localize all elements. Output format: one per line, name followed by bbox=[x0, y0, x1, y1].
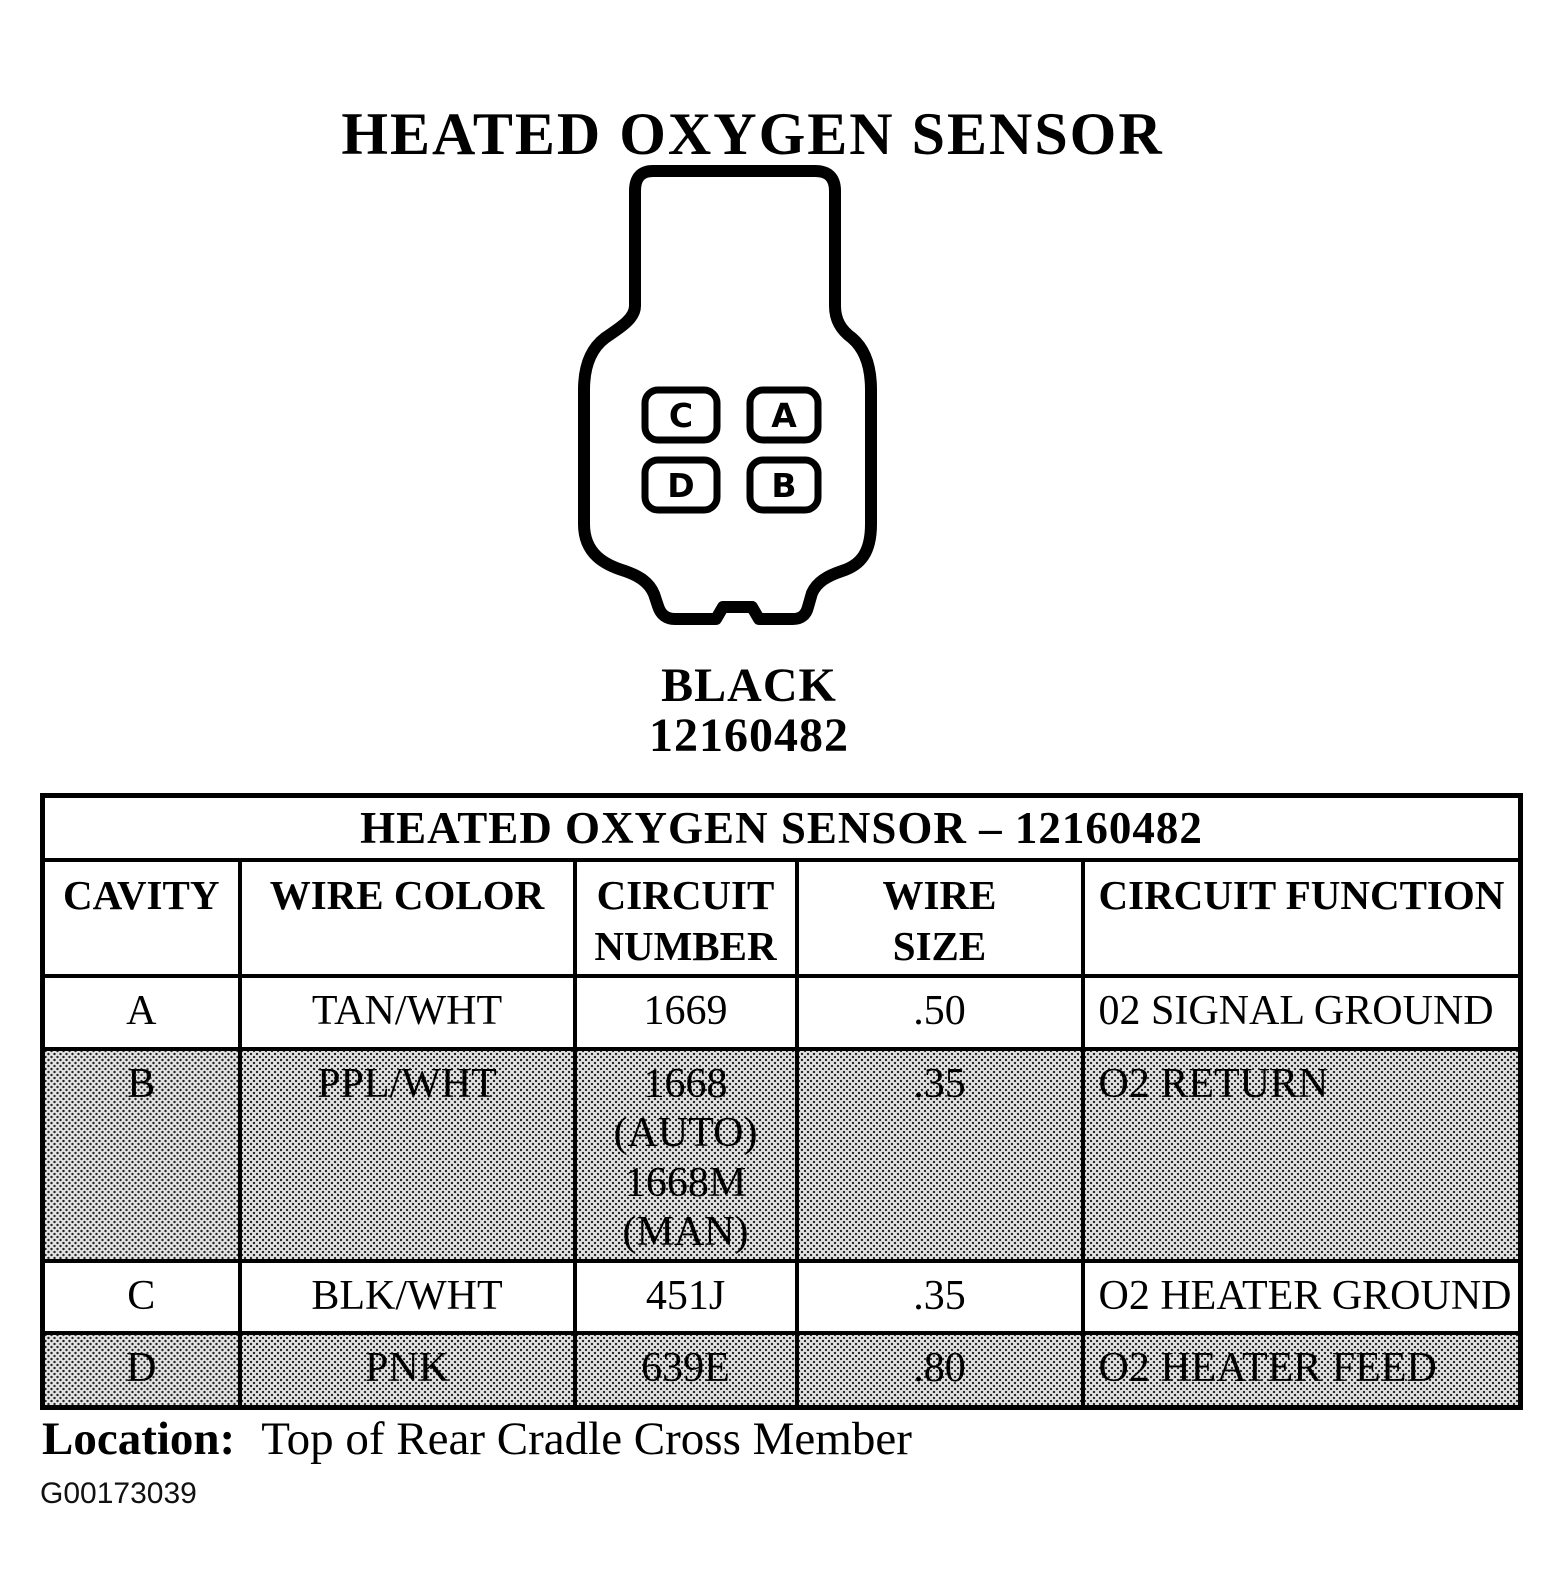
connector-diagram: C A D B bbox=[578, 165, 877, 625]
column-header-wire-color: WIRE COLOR bbox=[237, 858, 577, 978]
cell-cavity: D bbox=[40, 1330, 242, 1410]
cell-wire-color: BLK/WHT bbox=[237, 1258, 577, 1335]
column-header-circuit-number: CIRCUIT NUMBER bbox=[572, 858, 799, 978]
table-row-cavity-c: C BLK/WHT 451J .35 O2 HEATER GROUND bbox=[40, 1258, 1523, 1335]
table-title: HEATED OXYGEN SENSOR – 12160482 bbox=[40, 793, 1523, 862]
cell-wire-color: PNK bbox=[237, 1330, 577, 1410]
column-header-circuit-function: CIRCUIT FUNCTION bbox=[1080, 858, 1523, 978]
connector-color-label: BLACK bbox=[661, 659, 837, 712]
cavity-letter-d: D bbox=[667, 466, 694, 505]
wiring-table: HEATED OXYGEN SENSOR – 12160482 CAVITY W… bbox=[40, 793, 1524, 1410]
connector-part-number: 12160482 bbox=[649, 709, 849, 762]
location-label: Location: bbox=[42, 1413, 236, 1465]
cell-wire-color: TAN/WHT bbox=[237, 973, 577, 1051]
column-header-cavity: CAVITY bbox=[40, 858, 242, 978]
cell-circuit-function: O2 RETURN bbox=[1080, 1046, 1523, 1263]
table-row-cavity-a: A TAN/WHT 1669 .50 02 SIGNAL GROUND bbox=[40, 973, 1523, 1051]
connector-caption: BLACK 12160482 bbox=[0, 662, 1498, 760]
cell-cavity: C bbox=[40, 1258, 242, 1335]
cavity-box-b bbox=[746, 456, 822, 514]
cell-circuit-function: O2 HEATER GROUND bbox=[1080, 1258, 1523, 1335]
cell-circuit-number: 639E bbox=[572, 1330, 799, 1410]
cell-wire-size: .80 bbox=[794, 1330, 1085, 1410]
cell-wire-size: .35 bbox=[794, 1046, 1085, 1263]
cell-circuit-number: 451J bbox=[572, 1258, 799, 1335]
table-row-cavity-d: D PNK 639E .80 O2 HEATER FEED bbox=[40, 1330, 1523, 1410]
cavity-box-a bbox=[746, 386, 822, 444]
location-value: Top of Rear Cradle Cross Member bbox=[261, 1413, 912, 1465]
cavity-letter-c: C bbox=[669, 396, 693, 435]
cell-wire-size: .35 bbox=[794, 1258, 1085, 1335]
cavity-box-c bbox=[641, 386, 721, 444]
page-title: HEATED OXYGEN SENSOR bbox=[341, 101, 1164, 168]
table-row-cavity-b: B PPL/WHT 1668 (AUTO) 1668M (MAN) .35 O2… bbox=[40, 1046, 1523, 1263]
cell-wire-color: PPL/WHT bbox=[237, 1046, 577, 1263]
figure-code: G00173039 bbox=[40, 1477, 197, 1510]
cavity-letter-a: A bbox=[771, 396, 797, 435]
cavity-letter-b: B bbox=[771, 466, 796, 505]
cavity-box-d bbox=[641, 456, 721, 514]
cell-wire-size: .50 bbox=[794, 973, 1085, 1051]
column-header-wire-size: WIRE SIZE bbox=[794, 858, 1085, 978]
location-line: Location: Top of Rear Cradle Cross Member bbox=[42, 1412, 912, 1466]
table-header-row: CAVITY WIRE COLOR CIRCUIT NUMBER WIRE SI… bbox=[40, 858, 1523, 978]
cell-cavity: B bbox=[40, 1046, 242, 1263]
cell-circuit-number: 1669 bbox=[572, 973, 799, 1051]
cell-circuit-function: O2 HEATER FEED bbox=[1080, 1330, 1523, 1410]
connector-outline bbox=[578, 165, 877, 625]
cell-circuit-function: 02 SIGNAL GROUND bbox=[1080, 973, 1523, 1051]
cell-circuit-number: 1668 (AUTO) 1668M (MAN) bbox=[572, 1046, 799, 1263]
cell-cavity: A bbox=[40, 973, 242, 1051]
table-title-row: HEATED OXYGEN SENSOR – 12160482 bbox=[40, 793, 1523, 862]
